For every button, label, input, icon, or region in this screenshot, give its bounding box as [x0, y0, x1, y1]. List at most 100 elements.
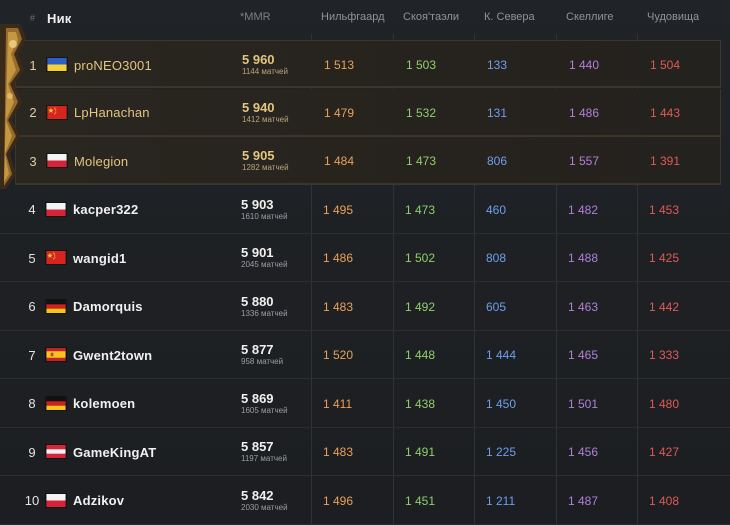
player-name[interactable]: kolemoen	[73, 396, 136, 411]
nilfgaard-mmr: 1 520	[323, 348, 354, 362]
poland-flag-icon	[46, 153, 68, 168]
northern-realms-mmr: 1 225	[486, 445, 517, 459]
column-divider	[474, 34, 475, 525]
mmr-cell: 5 877 958 матчей	[241, 331, 283, 379]
row-divider	[0, 378, 730, 379]
player-name[interactable]: Gwent2town	[73, 347, 153, 363]
matches-count: 1197 матчей	[241, 454, 287, 463]
row-divider	[0, 232, 730, 234]
scoiatael-mmr: 1 503	[406, 58, 437, 72]
row-divider	[16, 86, 720, 87]
ukraine-flag-icon	[46, 57, 68, 72]
table-row[interactable]: 10 Adzikov 5 842 2030 матчей 1 496 1 451 1 211…	[0, 477, 730, 525]
table-row[interactable]: 2 LpHanachan 5 940 1412 матчей 1 479 1 532 131…	[15, 88, 721, 137]
mmr-cell: 5 940 1412 матчей	[242, 89, 289, 137]
monsters-mmr: 1 391	[650, 154, 681, 168]
scoiatael-mmr: 1 492	[405, 299, 436, 314]
table-row[interactable]: 7 Gwent2town 5 877 958 матчей 1 520 1 448 1 44…	[0, 331, 730, 379]
rank-number: 2	[29, 105, 37, 120]
row-divider	[0, 475, 730, 476]
monsters-mmr: 1 425	[649, 251, 680, 265]
mmr-value: 5 903	[241, 196, 274, 212]
matches-count: 1282 матчей	[242, 163, 289, 172]
table-row[interactable]: 5 wangid1 5 901 2045 матчей 1 486 1 502 808 1 4…	[0, 234, 730, 282]
northern-realms-mmr: 1 211	[486, 493, 516, 508]
monsters-mmr: 1 453	[649, 202, 680, 217]
header-northern-realms[interactable]: К. Севера	[484, 11, 535, 23]
scoiatael-mmr: 1 448	[405, 348, 436, 362]
mmr-cell: 5 903 1610 матчей	[241, 186, 288, 234]
row-divider	[0, 329, 730, 331]
monsters-mmr: 1 480	[649, 396, 680, 411]
rank-number: 7	[28, 347, 36, 363]
matches-count: 2045 матчей	[241, 260, 288, 269]
skellige-mmr: 1 557	[569, 154, 600, 168]
player-name[interactable]: wangid1	[73, 250, 127, 266]
header-scoiatael[interactable]: Скоя'таэли	[403, 11, 460, 23]
matches-count: 1605 матчей	[241, 405, 288, 415]
column-divider	[393, 34, 394, 525]
rank-number: 4	[28, 202, 36, 217]
mmr-cell: 5 960 1144 матчей	[242, 41, 288, 89]
header-nilfgaard[interactable]: Нильфгаард	[321, 11, 385, 23]
poland-flag-icon	[45, 492, 67, 508]
poland-flag-icon	[45, 201, 67, 217]
header-rank: #	[30, 13, 36, 23]
china-flag-icon	[45, 250, 67, 265]
row-divider	[16, 134, 720, 136]
player-name[interactable]: GameKingAT	[73, 444, 157, 460]
rank-number: 5	[28, 250, 36, 266]
player-name[interactable]: Molegion	[74, 153, 129, 169]
skellige-mmr: 1 465	[568, 348, 599, 362]
column-divider	[637, 34, 638, 525]
row-divider	[0, 426, 730, 428]
scoiatael-mmr: 1 451	[405, 493, 436, 508]
nilfgaard-mmr: 1 411	[323, 396, 353, 411]
nilfgaard-mmr: 1 484	[324, 154, 355, 168]
table-row[interactable]: 3 Molegion 5 905 1282 матчей 1 484 1 473 806 1 …	[15, 137, 721, 185]
mmr-value: 5 877	[241, 342, 274, 357]
northern-realms-mmr: 806	[487, 154, 508, 168]
mmr-cell: 5 880 1336 матчей	[241, 283, 288, 331]
nilfgaard-mmr: 1 479	[324, 105, 355, 120]
row-divider	[16, 183, 720, 184]
germany-flag-icon	[45, 395, 67, 411]
matches-count: 1144 матчей	[242, 67, 288, 76]
row-divider	[0, 523, 730, 525]
mmr-value: 5 905	[242, 148, 275, 163]
skellige-mmr: 1 501	[568, 396, 599, 411]
rank-number: 8	[28, 396, 36, 411]
column-divider	[556, 34, 557, 525]
header-mmr[interactable]: *MMR	[240, 11, 271, 23]
header-monsters[interactable]: Чудовища	[647, 11, 700, 23]
monsters-mmr: 1 333	[649, 348, 680, 362]
scoiatael-mmr: 1 473	[405, 202, 436, 217]
scoiatael-mmr: 1 502	[405, 251, 436, 265]
table-row[interactable]: 8 kolemoen 5 869 1605 матчей 1 411 1 438 1 450…	[0, 380, 730, 428]
nilfgaard-mmr: 1 496	[323, 493, 354, 508]
table-row[interactable]: 6 Damorquis 5 880 1336 матчей 1 483 1 492 605 1…	[0, 283, 730, 331]
rank-number: 9	[28, 444, 36, 460]
player-name[interactable]: kacper322	[73, 202, 139, 217]
player-name[interactable]: LpHanachan	[74, 105, 150, 120]
header-skellige[interactable]: Скеллиге	[566, 11, 614, 23]
northern-realms-mmr: 605	[486, 299, 507, 314]
player-name[interactable]: proNEO3001	[74, 57, 152, 73]
table-row[interactable]: 1 proNEO3001 5 960 1144 матчей 1 513 1 503 133…	[15, 40, 721, 88]
nilfgaard-mmr: 1 495	[323, 202, 354, 217]
player-name[interactable]: Adzikov	[73, 493, 125, 508]
germany-flag-icon	[45, 298, 67, 314]
table-row[interactable]: 4 kacper322 5 903 1610 матчей 1 495 1 473 460 1…	[0, 186, 730, 234]
spain-flag-icon	[45, 347, 67, 362]
skellige-mmr: 1 488	[568, 251, 599, 265]
player-name[interactable]: Damorquis	[73, 299, 143, 314]
table-row[interactable]: 9 GameKingAT 5 857 1197 матчей 1 483 1 491 1 2…	[0, 428, 730, 476]
mmr-cell: 5 905 1282 матчей	[242, 137, 289, 185]
ribbon-ornament-icon	[0, 24, 26, 189]
header-nick[interactable]: Ник	[47, 11, 72, 26]
northern-realms-mmr: 133	[487, 58, 508, 72]
nilfgaard-mmr: 1 483	[323, 445, 354, 459]
northern-realms-mmr: 1 444	[486, 348, 517, 362]
nilfgaard-mmr: 1 483	[323, 299, 354, 314]
monsters-mmr: 1 427	[649, 445, 680, 459]
